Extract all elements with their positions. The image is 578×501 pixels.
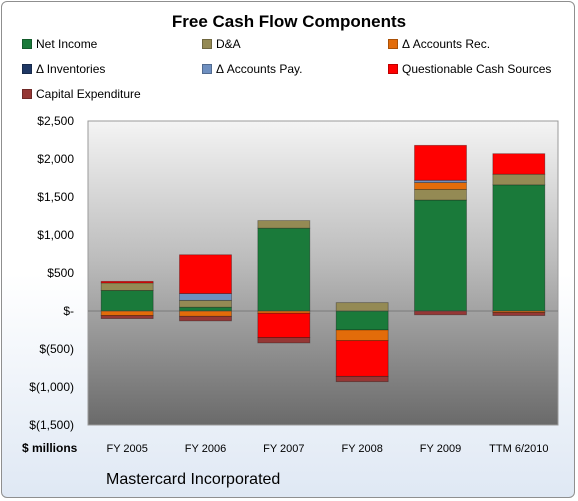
- bar-segment: [335, 340, 389, 377]
- bar-segment: [179, 306, 232, 312]
- y-tick-label: $2,000: [37, 152, 74, 166]
- x-tick-label: FY 2007: [263, 443, 304, 455]
- bar-segment: [414, 144, 467, 181]
- bar-segment: [100, 315, 154, 319]
- bar-segment: [335, 329, 389, 342]
- bar-segment: [492, 184, 546, 312]
- bar-segment: [492, 312, 546, 316]
- legend-label: D&A: [216, 37, 241, 51]
- chart-footer: Mastercard Incorporated: [106, 471, 281, 488]
- bar-segment: [179, 293, 232, 301]
- legend-swatch: [388, 39, 398, 49]
- legend-label: Capital Expenditure: [36, 87, 141, 101]
- x-tick-label: TTM 6/2010: [489, 443, 548, 455]
- legend-label: Δ Accounts Rec.: [402, 37, 491, 51]
- bar-segment: [335, 310, 389, 331]
- chart-title: Free Cash Flow Components: [171, 12, 407, 31]
- y-tick-label: $1,500: [37, 190, 74, 204]
- legend-item: Δ Accounts Rec.: [388, 37, 490, 51]
- x-tick-label: FY 2009: [420, 443, 461, 455]
- bar-segment: [257, 220, 311, 229]
- y-tick-label: $2,500: [37, 114, 74, 128]
- y-axis-label: $ millions: [22, 441, 78, 455]
- bar-segment: [100, 310, 154, 316]
- legend-item: Capital Expenditure: [22, 87, 141, 101]
- legend-label: Δ Accounts Pay.: [216, 62, 303, 76]
- bar-segment: [414, 182, 467, 190]
- bar-segment: [257, 337, 311, 344]
- bar-segment: [414, 188, 467, 201]
- bar-segment: [492, 153, 546, 175]
- bar-segment: [414, 199, 467, 312]
- bar-segment: [414, 310, 467, 316]
- legend-swatch: [202, 39, 212, 49]
- legend-item: Questionable Cash Sources: [388, 62, 551, 76]
- bar-segment: [179, 254, 232, 294]
- bar-segment: [257, 312, 311, 338]
- legend-swatch: [22, 39, 32, 49]
- y-tick-label: $(500): [39, 342, 74, 356]
- x-tick-label: FY 2006: [185, 443, 226, 455]
- y-tick-label: $-: [63, 304, 74, 318]
- legend-swatch: [388, 64, 398, 74]
- legend-item: Δ Inventories: [22, 62, 105, 76]
- bar-segment: [179, 315, 232, 322]
- legend-swatch: [202, 64, 212, 74]
- bar-segment: [100, 290, 154, 312]
- legend-label: Net Income: [36, 37, 98, 51]
- bar-segment: [492, 173, 546, 186]
- legend-label: Questionable Cash Sources: [402, 62, 552, 76]
- y-tick-label: $(1,000): [29, 380, 74, 394]
- bar-segment: [335, 375, 389, 383]
- x-tick-label: FY 2005: [106, 443, 147, 455]
- legend-swatch: [22, 64, 32, 74]
- bar-segment: [100, 280, 154, 284]
- legend-item: Net Income: [22, 37, 97, 51]
- x-tick-label: FY 2008: [341, 443, 382, 455]
- plot-area: [87, 120, 559, 426]
- legend-item: Δ Accounts Pay.: [202, 62, 303, 76]
- legend-item: D&A: [202, 37, 241, 51]
- bar-segment: [179, 310, 232, 317]
- y-tick-label: $500: [47, 266, 74, 280]
- bar-segment: [179, 299, 232, 308]
- legend-swatch: [22, 89, 32, 99]
- bar-segment: [335, 302, 389, 312]
- bar-segment: [257, 227, 311, 312]
- legend-label: Δ Inventories: [36, 62, 106, 76]
- y-tick-label: $1,000: [37, 228, 74, 242]
- bar-segment: [100, 282, 154, 291]
- y-tick-label: $(1,500): [29, 418, 74, 432]
